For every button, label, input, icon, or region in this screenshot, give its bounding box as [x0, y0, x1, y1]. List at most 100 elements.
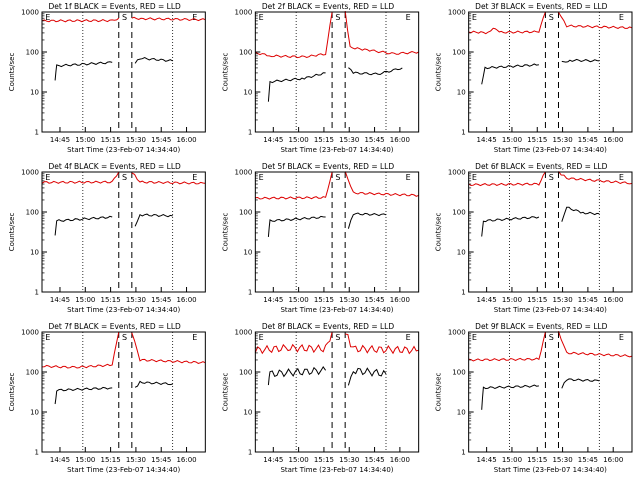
- events-series-segment: [481, 63, 539, 85]
- y-axis-label: Counts/sec: [8, 53, 16, 92]
- y-tick-label: 1000: [21, 329, 39, 337]
- lld-series-segment: [558, 330, 633, 358]
- chart-title: Det 4f BLACK = Events, RED = LLD: [49, 162, 182, 171]
- plot-frame: [468, 171, 633, 293]
- lld-series-segment: [255, 171, 333, 200]
- segment-marker: S: [335, 333, 340, 342]
- plot-frame: [41, 171, 206, 293]
- x-tick-label: 15:15: [314, 456, 334, 464]
- lld-series-segment: [41, 171, 120, 184]
- x-tick-label: 16:00: [603, 136, 623, 144]
- chart-panel-4: Det 4f BLACK = Events, RED = LLD E S E 1 10 10…: [8, 162, 206, 314]
- x-tick-label: 16:00: [603, 296, 623, 304]
- y-tick-label: 1000: [448, 169, 466, 177]
- y-tick-label: 100: [26, 369, 39, 377]
- x-tick-label: 15:30: [552, 136, 572, 144]
- lld-series-segment: [345, 333, 419, 355]
- events-series-segment: [134, 57, 173, 64]
- y-tick-label: 1: [35, 129, 39, 137]
- y-tick-label: 1: [248, 449, 252, 457]
- y-tick-label: 10: [243, 249, 252, 257]
- x-tick-label: 14:45: [50, 456, 70, 464]
- segment-marker: S: [335, 13, 340, 22]
- segment-marker: E: [619, 173, 624, 182]
- chart-title: Det 9f BLACK = Events, RED = LLD: [475, 322, 608, 331]
- events-series-segment: [267, 365, 327, 386]
- x-tick-label: 16:00: [390, 296, 410, 304]
- x-tick-label: 15:45: [364, 456, 384, 464]
- y-axis-label: Counts/sec: [8, 213, 16, 252]
- x-tick-label: 15:45: [151, 456, 171, 464]
- x-tick-label: 15:15: [101, 136, 121, 144]
- events-series-segment: [134, 213, 173, 227]
- y-tick-label: 1: [248, 289, 252, 297]
- x-tick-label: 15:30: [552, 456, 572, 464]
- events-series-segment: [54, 215, 113, 236]
- x-tick-label: 16:00: [603, 456, 623, 464]
- chart-panel-8: Det 8f BLACK = Events, RED = LLD E S E 1 10 10…: [221, 322, 420, 474]
- chart-title: Det 8f BLACK = Events, RED = LLD: [262, 322, 395, 331]
- segment-marker: S: [122, 173, 127, 182]
- y-tick-label: 1: [461, 289, 465, 297]
- lld-series-segment: [468, 331, 546, 362]
- events-series-segment: [54, 61, 113, 81]
- segment-marker: E: [192, 333, 197, 342]
- y-tick-label: 10: [30, 409, 39, 417]
- y-tick-label: 1000: [21, 169, 39, 177]
- segment-marker: S: [549, 173, 554, 182]
- x-tick-label: 14:45: [50, 296, 70, 304]
- x-tick-label: 15:00: [502, 296, 522, 304]
- segment-marker: S: [122, 13, 127, 22]
- events-series-segment: [561, 58, 600, 63]
- x-tick-label: 15:30: [126, 456, 146, 464]
- events-series-segment: [54, 386, 113, 405]
- plot-frame: [41, 11, 206, 133]
- events-series-segment: [347, 367, 387, 386]
- x-tick-label: 15:30: [126, 136, 146, 144]
- segment-marker: E: [259, 333, 264, 342]
- x-tick-label: 15:15: [527, 296, 547, 304]
- x-tick-label: 15:30: [552, 296, 572, 304]
- y-tick-label: 1000: [235, 169, 253, 177]
- segment-marker: S: [335, 173, 340, 182]
- lld-series-segment: [131, 332, 206, 364]
- x-tick-label: 15:45: [151, 136, 171, 144]
- events-series-segment: [348, 67, 403, 76]
- y-axis-label: Counts/sec: [8, 373, 16, 412]
- y-tick-label: 1000: [235, 9, 253, 17]
- y-tick-label: 1000: [448, 329, 466, 337]
- x-tick-label: 15:45: [578, 296, 598, 304]
- lld-series-segment: [344, 10, 419, 55]
- segment-marker: E: [259, 13, 264, 22]
- segment-marker: E: [406, 333, 411, 342]
- x-tick-label: 14:45: [50, 136, 70, 144]
- x-tick-label: 16:00: [176, 136, 196, 144]
- chart-title: Det 6f BLACK = Events, RED = LLD: [475, 162, 608, 171]
- segment-marker: E: [192, 173, 197, 182]
- x-tick-label: 15:45: [578, 456, 598, 464]
- segment-marker: E: [619, 13, 624, 22]
- x-axis-label: Start Time (23-Feb-07 14:34:40): [67, 306, 180, 314]
- x-tick-label: 15:00: [289, 456, 309, 464]
- y-axis-label: Counts/sec: [435, 213, 443, 252]
- events-series-segment: [561, 378, 600, 389]
- y-axis-label: Counts/sec: [221, 53, 229, 92]
- x-tick-label: 15:30: [126, 296, 146, 304]
- events-series-segment: [481, 216, 540, 237]
- segment-marker: E: [619, 333, 624, 342]
- x-tick-label: 15:00: [75, 296, 95, 304]
- segment-marker: E: [472, 13, 477, 22]
- lld-series-segment: [41, 17, 120, 23]
- y-tick-label: 1: [461, 129, 465, 137]
- plot-frame: [254, 171, 420, 293]
- y-tick-label: 10: [30, 89, 39, 97]
- x-axis-label: Start Time (23-Feb-07 14:34:40): [67, 146, 180, 154]
- x-tick-label: 15:30: [339, 296, 359, 304]
- x-tick-label: 16:00: [390, 136, 410, 144]
- segment-marker: E: [45, 333, 50, 342]
- x-tick-label: 16:00: [176, 296, 196, 304]
- y-tick-label: 1000: [448, 9, 466, 17]
- x-tick-label: 15:45: [151, 296, 171, 304]
- y-tick-label: 10: [243, 89, 252, 97]
